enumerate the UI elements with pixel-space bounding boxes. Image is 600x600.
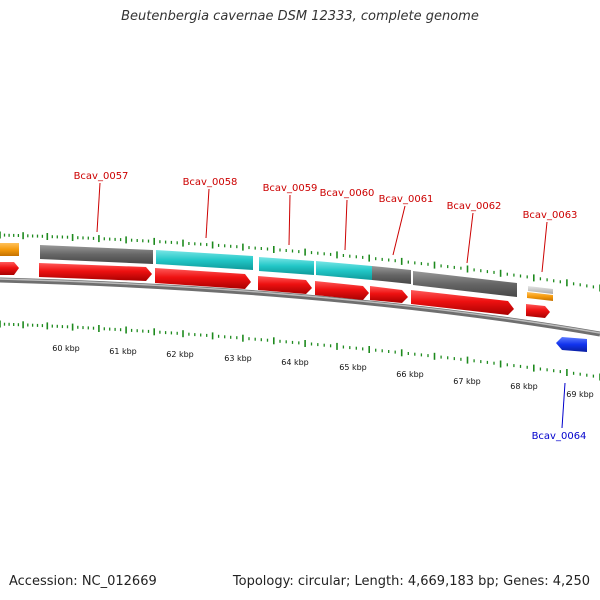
genome-backbone bbox=[0, 277, 600, 337]
genome-title: Beutenbergia cavernae DSM 12333, complet… bbox=[121, 9, 479, 24]
gene-band-bcav-0057[interactable] bbox=[40, 245, 153, 264]
cds-arrow-bcav-0057[interactable] bbox=[39, 263, 152, 281]
gene-label-bcav-0059[interactable]: Bcav_0059 bbox=[263, 183, 318, 194]
scale-label-67kbp: 67 kbp bbox=[453, 377, 481, 386]
scale-label-61kbp: 61 kbp bbox=[109, 347, 137, 356]
label-leaders bbox=[96, 182, 566, 429]
scale-label-62kbp: 62 kbp bbox=[166, 350, 194, 359]
genome-summary-text: Topology: circular; Length: 4,669,183 bp… bbox=[232, 574, 590, 589]
cds-arrow-bcav-0058[interactable] bbox=[155, 268, 251, 289]
scale-label-63kbp: 63 kbp bbox=[224, 354, 252, 363]
accession-text: Accession: NC_012669 bbox=[9, 574, 157, 589]
cds-arrow-bcav-0059[interactable] bbox=[258, 276, 312, 294]
scale-label-60kbp: 60 kbp bbox=[52, 344, 80, 353]
gene-label-bcav-0064[interactable]: Bcav_0064 bbox=[532, 431, 587, 442]
cds-arrow-bcav-0063[interactable] bbox=[526, 304, 550, 318]
trna-feature-partial[interactable] bbox=[0, 243, 19, 256]
gene-label-bcav-0057[interactable]: Bcav_0057 bbox=[74, 171, 129, 182]
scale-label-64kbp: 64 kbp bbox=[281, 358, 309, 367]
cds-arrow-bcav-0061[interactable] bbox=[370, 286, 408, 303]
scale-label-66kbp: 66 kbp bbox=[396, 370, 424, 379]
leader-bcav-0058 bbox=[205, 188, 210, 239]
gene-band-track bbox=[40, 245, 553, 301]
gene-band-bcav-0061[interactable] bbox=[372, 266, 411, 284]
scale-label-69kbp: 69 kbp bbox=[566, 390, 594, 399]
gene-label-bcav-0060[interactable]: Bcav_0060 bbox=[320, 188, 375, 199]
gene-band-bcav-0059[interactable] bbox=[259, 257, 314, 275]
gene-label-bcav-0061[interactable]: Bcav_0061 bbox=[379, 194, 434, 205]
gene-band-bcav-0058[interactable] bbox=[156, 250, 253, 270]
gene-labels: Bcav_0057 Bcav_0058 Bcav_0059 Bcav_0060 … bbox=[74, 171, 587, 442]
outer-tick-arc bbox=[0, 231, 600, 292]
trna-feature-bcav-0063[interactable] bbox=[527, 292, 553, 301]
leader-bcav-0064 bbox=[561, 382, 566, 429]
leader-bcav-0061 bbox=[392, 205, 406, 256]
reverse-gene-bcav-0064[interactable] bbox=[556, 337, 587, 352]
leader-bcav-0063 bbox=[541, 221, 548, 273]
scale-label-68kbp: 68 kbp bbox=[510, 382, 538, 391]
gene-label-bcav-0062[interactable]: Bcav_0062 bbox=[447, 201, 502, 212]
leader-bcav-0057 bbox=[96, 182, 101, 233]
leader-bcav-0060 bbox=[344, 199, 348, 251]
genome-backbone-highlight bbox=[0, 278, 600, 334]
gene-label-bcav-0063[interactable]: Bcav_0063 bbox=[523, 210, 578, 221]
cds-track bbox=[39, 263, 550, 318]
gene-band-bcav-0060[interactable] bbox=[316, 261, 372, 280]
scale-label-65kbp: 65 kbp bbox=[339, 363, 367, 372]
cds-arrow-bcav-0062[interactable] bbox=[411, 290, 514, 315]
cds-arrow-partial[interactable] bbox=[0, 262, 19, 275]
inner-tick-arc bbox=[0, 320, 600, 381]
scale-labels: 60 kbp 61 kbp 62 kbp 63 kbp 64 kbp 65 kb… bbox=[52, 344, 594, 399]
leader-bcav-0062 bbox=[466, 212, 474, 264]
leader-bcav-0059 bbox=[288, 194, 291, 246]
gene-band-bcav-0063[interactable] bbox=[528, 286, 553, 294]
cds-arrow-bcav-0060[interactable] bbox=[315, 281, 369, 300]
gene-band-bcav-0062[interactable] bbox=[413, 271, 517, 297]
gene-label-bcav-0058[interactable]: Bcav_0058 bbox=[183, 177, 238, 188]
